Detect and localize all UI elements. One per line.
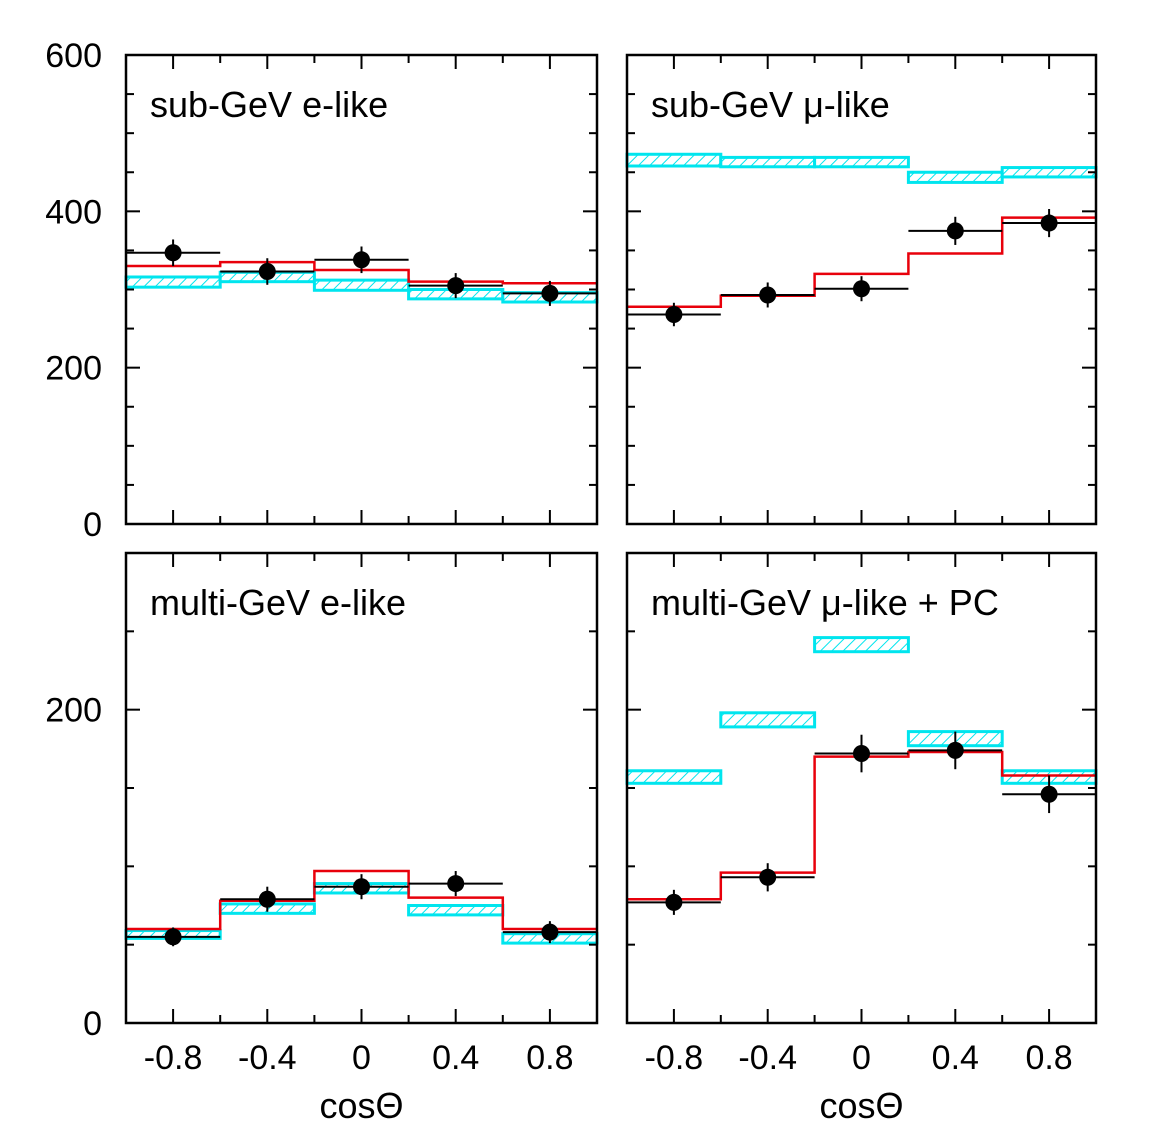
data-point (853, 280, 870, 298)
data-point (759, 868, 777, 886)
x-axis-label: cosΘ (819, 1085, 903, 1126)
data-point (258, 890, 276, 908)
prediction-band-bin (314, 280, 409, 291)
data-point (258, 263, 276, 281)
x-axis-label: cosΘ (319, 1085, 403, 1126)
panel-title: sub-GeV e-like (150, 84, 388, 125)
x-tick-label: -0.8 (144, 1039, 203, 1077)
prediction-band-bin (814, 157, 909, 167)
y-tick-label: 600 (45, 37, 102, 75)
prediction-band-bin (720, 712, 815, 727)
panel-2: sub-GeV μ-like (625, 53, 1098, 526)
data-point (541, 923, 559, 941)
prediction-band-bin (908, 172, 1003, 183)
data-point (759, 286, 777, 304)
data-point (665, 893, 683, 911)
x-tick-label: 0 (852, 1039, 871, 1077)
data-point (665, 306, 683, 324)
best-fit-histogram (126, 869, 597, 931)
prediction-band-bin (627, 770, 721, 784)
data-point (447, 277, 465, 295)
data-point (447, 875, 465, 893)
x-tick-label: -0.4 (238, 1039, 297, 1077)
x-tick-label: 0.8 (1025, 1039, 1072, 1077)
panel-frame (625, 551, 1098, 1025)
prediction-band-bin (1002, 167, 1096, 177)
panel-frame (124, 551, 599, 1025)
x-tick-label: -0.4 (738, 1039, 797, 1077)
panel-4: multi-GeV μ-like + PC -0.8 -0.4 0 0.4 0.8 cosΘ (625, 551, 1098, 1126)
data-point (853, 745, 870, 763)
prediction-band-bin (408, 905, 503, 915)
panel-3: 0 200 multi-GeV e-like -0.8 -0.4 0 0.4 0.8 cosΘ (45, 551, 599, 1126)
data-point (353, 251, 370, 269)
y-tick-label: 200 (45, 692, 102, 730)
panel-title: multi-GeV μ-like + PC (651, 582, 999, 623)
data-point (164, 928, 182, 946)
data-point (164, 244, 182, 262)
data-point (1040, 214, 1058, 232)
prediction-band-edge (719, 711, 817, 729)
y-tick-label: 0 (83, 1005, 102, 1043)
data-point (1040, 785, 1058, 803)
x-tick-label: 0.4 (932, 1039, 979, 1077)
data-point (541, 284, 559, 302)
data-point (353, 878, 370, 896)
prediction-band-bin (627, 154, 721, 166)
prediction-band-bin (126, 276, 221, 288)
panel-title: sub-GeV μ-like (651, 84, 890, 125)
prediction-band-edge (312, 278, 411, 292)
y-tick-label: 400 (45, 193, 102, 231)
x-tick-label: 0.8 (526, 1039, 573, 1077)
panel-title: multi-GeV e-like (150, 582, 406, 623)
prediction-band-edge (813, 636, 910, 654)
best-fit-histogram (627, 216, 1096, 308)
y-tick-label: 200 (45, 350, 102, 388)
prediction-band-bin (814, 637, 909, 652)
prediction-band-bin (720, 157, 815, 167)
data-point (946, 222, 964, 240)
x-tick-label: 0 (352, 1039, 371, 1077)
prediction-band-edge (813, 155, 910, 169)
x-tick-label: -0.8 (645, 1039, 704, 1077)
data-point (946, 741, 964, 759)
x-tick-label: 0.4 (432, 1039, 479, 1077)
y-tick-label: 0 (83, 506, 102, 544)
panel-1: 0 200 400 600 sub-GeV e-like (45, 37, 599, 544)
